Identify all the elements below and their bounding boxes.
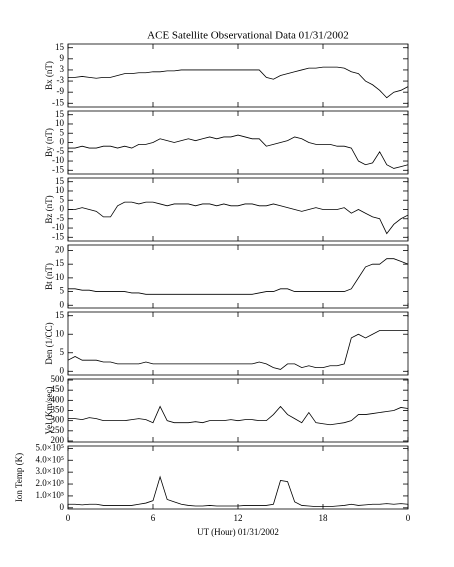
y-tick-label: 10	[55, 185, 65, 195]
panel-frame	[67, 445, 409, 510]
x-axis-label: UT (Hour) 01/31/2002	[197, 527, 279, 537]
y-tick-label: 200	[51, 435, 65, 445]
y-tick-label: 15	[55, 258, 65, 268]
y-axis-label: Vel (Km/sec)	[44, 387, 54, 435]
y-tick-label: 5	[60, 127, 65, 137]
y-tick-label: 15	[55, 109, 65, 119]
y-tick-label: 5	[60, 286, 65, 296]
y-tick-label: 5	[60, 194, 65, 204]
y-tick-label: 5	[60, 347, 65, 357]
y-tick-label: -15	[52, 97, 64, 107]
y-tick-label: 400	[51, 394, 65, 404]
y-tick-label: 1.0×10⁵	[36, 490, 64, 500]
y-tick-label: 15	[55, 176, 65, 186]
y-tick-label: -3	[57, 75, 65, 85]
x-tick-label: 6	[151, 513, 156, 523]
data-line	[68, 258, 409, 295]
x-tick-label: 18	[319, 513, 329, 523]
y-tick-label: -5	[57, 146, 65, 156]
y-tick-label: 0	[60, 204, 65, 214]
y-axis-label: Bz (nT)	[44, 195, 54, 223]
y-tick-label: 450	[51, 384, 65, 394]
panel-frame	[67, 311, 409, 376]
data-line	[68, 66, 409, 99]
panel-frame	[67, 177, 409, 242]
y-tick-label: 250	[51, 425, 65, 435]
x-tick-label: 0	[406, 513, 411, 523]
y-tick-label: -15	[52, 231, 64, 241]
y-tick-label: -15	[52, 164, 64, 174]
y-tick-label: 3.0×10⁵	[36, 466, 64, 476]
y-tick-label: 4.0×10⁵	[36, 454, 64, 464]
y-tick-label: -5	[57, 213, 65, 223]
y-tick-label: 3	[60, 64, 65, 74]
y-tick-label: 500	[51, 374, 65, 384]
y-axis-label: Ion Temp (K)	[14, 453, 24, 502]
y-tick-label: 10	[55, 272, 65, 282]
y-tick-label: -9	[57, 86, 65, 96]
y-tick-label: 0	[60, 137, 65, 147]
y-axis-label: Den (1/CC)	[44, 322, 54, 364]
data-line	[68, 475, 409, 508]
panel-frame	[67, 244, 409, 309]
y-tick-label: 300	[51, 415, 65, 425]
y-tick-label: 15	[55, 42, 65, 52]
y-tick-label: 0	[60, 365, 65, 375]
y-tick-label: 5.0×10⁵	[36, 442, 64, 452]
y-tick-label: 2.0×10⁵	[36, 478, 64, 488]
y-tick-label: 10	[55, 328, 65, 338]
x-tick-label: 12	[234, 513, 243, 523]
y-tick-label: 15	[55, 310, 65, 320]
y-tick-label: 350	[51, 405, 65, 415]
y-tick-label: 10	[55, 118, 65, 128]
y-tick-label: 20	[55, 245, 65, 255]
y-axis-label: By (nT)	[44, 128, 54, 157]
panel-frame	[67, 378, 409, 443]
y-tick-label: 9	[60, 53, 65, 63]
panel-frame	[67, 110, 409, 175]
data-line	[68, 405, 409, 426]
y-axis-label: Bx (nT)	[44, 61, 54, 90]
y-tick-label: 0	[60, 299, 65, 309]
y-tick-label: 0	[60, 502, 65, 512]
data-line	[68, 201, 409, 235]
x-tick-label: 0	[66, 513, 71, 523]
y-tick-label: -10	[52, 155, 64, 165]
y-tick-label: -10	[52, 222, 64, 232]
chart-title: ACE Satellite Observational Data 01/31/2…	[147, 30, 349, 42]
data-line	[67, 330, 408, 370]
data-line	[68, 134, 409, 169]
y-axis-label: Bt (nT)	[44, 263, 54, 290]
